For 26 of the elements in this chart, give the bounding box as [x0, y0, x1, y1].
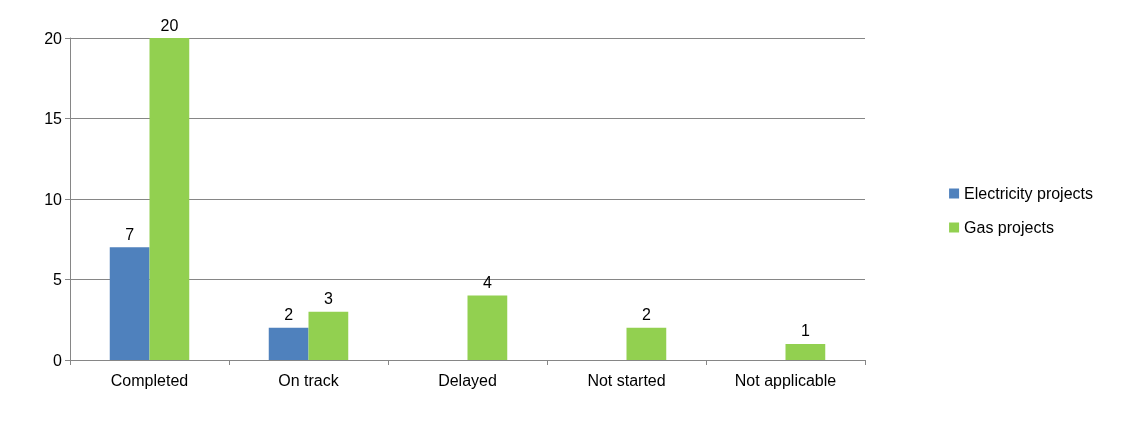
data-label: 4	[482, 274, 492, 292]
bar	[109, 247, 150, 360]
bar	[626, 327, 667, 360]
y-tick-label: 20	[44, 29, 63, 47]
data-label: 2	[641, 306, 651, 324]
legend-label: Gas projects	[964, 219, 1054, 236]
data-label: 3	[323, 290, 333, 308]
data-label: 1	[800, 322, 810, 340]
data-label: 7	[125, 225, 135, 243]
y-tick-label: 10	[44, 190, 63, 208]
bar	[268, 327, 309, 360]
y-tick-label: 0	[53, 351, 63, 369]
x-tick-label: Delayed	[438, 371, 497, 389]
y-tick-label: 15	[44, 110, 63, 127]
data-label: 20	[160, 16, 179, 34]
legend-label: Electricity projects	[964, 185, 1093, 202]
bar	[467, 295, 508, 360]
y-tick-label: 5	[53, 271, 63, 288]
x-tick-label: Completed	[110, 371, 189, 389]
data-label: 2	[284, 306, 294, 324]
x-tick-label: Not applicable	[734, 371, 837, 389]
x-tick-label: On track	[278, 371, 340, 389]
bar	[149, 38, 190, 360]
bar	[785, 343, 826, 360]
bar	[308, 311, 349, 360]
x-tick-label: Not started	[587, 371, 666, 389]
